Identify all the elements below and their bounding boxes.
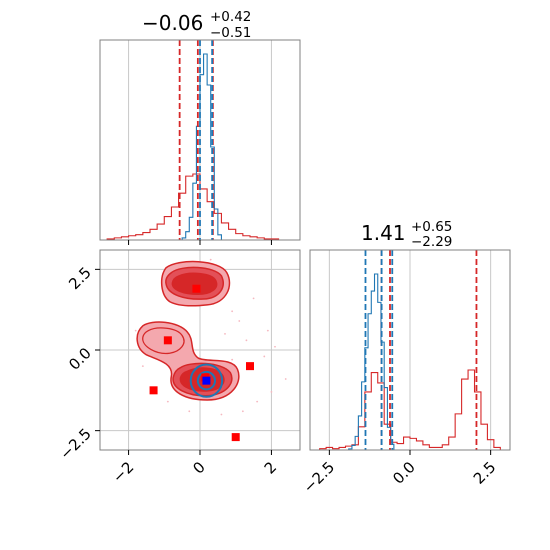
bottom-right-title-median: 1.41 [361, 221, 406, 245]
red-marker [246, 362, 254, 371]
scatter-point [284, 378, 287, 380]
panel-bottom-right: −2.5 0.0 2.5 [300, 249, 511, 497]
scatter-point [238, 320, 241, 322]
contour-middle-ring [142, 327, 185, 355]
top-left-title-median: −0.06 [142, 11, 203, 35]
scatter-point [188, 410, 191, 413]
top-left-title-upper: +0.42 [210, 9, 251, 25]
scatter-point [274, 345, 276, 348]
panel-bottom-left: −2 0 2 −2.5 0.0 2.5 [56, 249, 301, 486]
y-tick-label: 2.5 [65, 263, 95, 293]
x-tick-label: 2 [261, 458, 280, 477]
scatter-point [245, 339, 248, 342]
scatter-point [231, 358, 234, 361]
scatter-point [270, 391, 273, 393]
scatter-point [263, 355, 266, 358]
blue-marker [202, 376, 211, 385]
x-tick-label: −2 [109, 458, 137, 486]
scatter-point [209, 258, 212, 261]
panel-top-left [99, 39, 301, 245]
x-tick-label: 0 [189, 458, 208, 477]
red-marker [163, 336, 172, 345]
scatter-point [256, 400, 259, 403]
scatter-point [241, 410, 244, 413]
red-marker [231, 433, 240, 442]
top-left-title-lower: −0.51 [210, 25, 251, 41]
scatter-point [220, 413, 223, 416]
y-tick-label: −2.5 [56, 425, 94, 463]
hist-series-0 [319, 369, 501, 450]
blue-contour-outer [189, 363, 224, 398]
scatter-point [141, 365, 144, 368]
y-tick-label: 0.0 [65, 344, 95, 374]
hist-series-1 [181, 53, 222, 240]
red-marker [149, 386, 158, 395]
scatter-point [252, 297, 255, 300]
scatter-point [166, 400, 169, 403]
red-marker [192, 284, 201, 293]
bottom-right-title-upper: +0.65 [411, 219, 452, 235]
scatter-point [266, 329, 269, 332]
bottom-right-title-lower: −2.29 [411, 234, 452, 250]
hist-series-0 [100, 173, 300, 241]
x-tick-label: −2.5 [300, 458, 338, 496]
hist-series-1 [348, 273, 395, 450]
scatter-point [231, 310, 234, 313]
scatter-point [224, 332, 226, 335]
x-tick-label: 0.0 [389, 458, 419, 488]
contour-top-inner [171, 272, 218, 296]
blue-contour-inner [196, 370, 217, 391]
x-tick-label: 2.5 [470, 458, 500, 488]
scatter-point [134, 329, 137, 332]
